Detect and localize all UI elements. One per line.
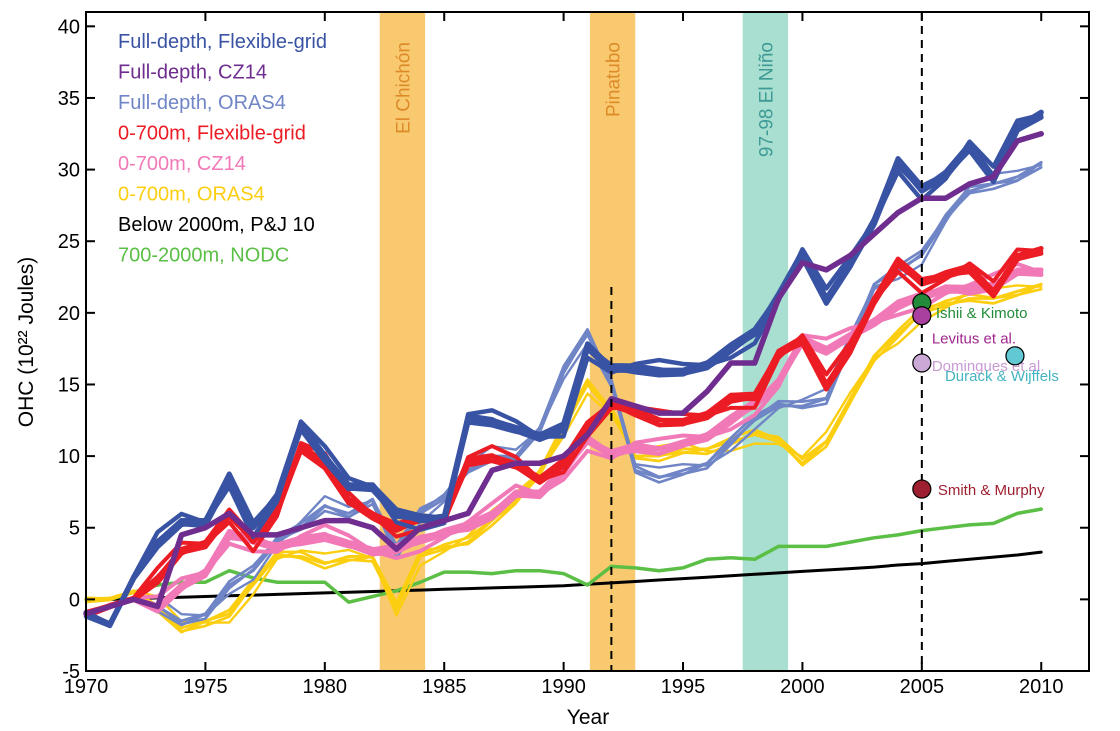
marker-durack-wijffels: [1005, 346, 1025, 366]
marker-levitus-et-al: [912, 306, 932, 326]
series-line-full-depth-oras4-1: [84, 161, 1043, 627]
plot-frame: [85, 11, 1090, 672]
y-tick-label-5: 5: [69, 518, 80, 540]
y-tick-label--5: -5: [62, 661, 80, 683]
event-bands: El Chichón Pinatubo 97-98 El Niño: [379, 12, 789, 671]
y-axis-title: OHC (10²² Joules): [15, 257, 38, 427]
axis-ticks: 1970 1975 1980 1985 1990 1995 2000 2005 2010-505…: [58, 12, 1089, 698]
marker-domingues-et-al: [912, 353, 932, 373]
y-tick-label-30: 30: [58, 160, 80, 182]
annotation-smith-murphy: Smith & Murphy: [938, 482, 1045, 499]
series-full-depth-flexible-grid: [83, 109, 1044, 629]
legend-entry-full-depth-flexible-grid: Full-depth, Flexible-grid: [118, 31, 327, 53]
x-tick-label-1990: 1990: [541, 676, 586, 698]
band-label-el-chich-n: El Chichón: [393, 42, 414, 134]
y-tick-label-25: 25: [58, 231, 80, 253]
series-below-2000m-p-j-10: [84, 550, 1043, 601]
series-line-0-700m-cz14-1: [83, 267, 1044, 615]
legend-entry-0-700m-cz14: 0-700m, CZ14: [118, 153, 246, 175]
y-tick-label-10: 10: [58, 446, 80, 468]
legend-entry-full-depth-cz14: Full-depth, CZ14: [118, 62, 267, 84]
annotation-ishii-kimoto: Ishii & Kimoto: [936, 305, 1028, 322]
annotation-levitus-et-al: Levitus et al.: [932, 331, 1016, 348]
x-tick-label-2010: 2010: [1019, 676, 1064, 698]
reference-dashed-lines: [610, 12, 923, 671]
annotation-durack-wijffels: Durack & Wijffels: [945, 368, 1059, 385]
y-tick-label-20: 20: [58, 303, 80, 325]
x-tick-label-2005: 2005: [900, 676, 945, 698]
series-line-full-depth-flexible-grid-3: [83, 112, 1044, 629]
x-tick-label-1980: 1980: [303, 676, 348, 698]
series-line-0-700m-cz14-3: [84, 261, 1044, 619]
series-line-full-depth-cz14-0: [83, 131, 1044, 617]
series-line-0-700m-cz14-2: [83, 271, 1044, 616]
legend-entry-0-700m-flexible-grid: 0-700m, Flexible-grid: [118, 123, 306, 145]
y-tick-label-0: 0: [69, 589, 80, 611]
y-tick-label-40: 40: [58, 16, 80, 38]
legend-entry-below-2000m-p-j-10: Below 2000m, P&J 10: [118, 214, 315, 236]
marker-smith-murphy: [912, 479, 932, 499]
series-line-0-700m-flexible-grid-3: [84, 247, 1044, 619]
y-tick-label-15: 15: [58, 374, 80, 396]
legend-entry-700-2000m-nodc: 700-2000m, NODC: [118, 245, 289, 267]
x-tick-label-1975: 1975: [183, 676, 228, 698]
series-lines: [83, 109, 1044, 634]
legend-entry-0-700m-oras4: 0-700m, ORAS4: [118, 184, 265, 206]
legend-entry-full-depth-oras4: Full-depth, ORAS4: [118, 92, 286, 114]
series-full-depth-cz14: [83, 131, 1044, 617]
y-tick-label-35: 35: [58, 88, 80, 110]
series-line-0-700m-cz14-0: [83, 267, 1044, 617]
x-tick-label-1985: 1985: [422, 676, 467, 698]
band-label-pinatubo: Pinatubo: [604, 42, 625, 117]
x-tick-label-2000: 2000: [780, 676, 825, 698]
x-tick-label-1970: 1970: [64, 676, 109, 698]
x-tick-label-1995: 1995: [661, 676, 706, 698]
series-line-below-2000m-p-j-10-0: [84, 550, 1043, 601]
legend: Full-depth, Flexible-grid Full-depth, CZ1…: [118, 31, 327, 267]
x-axis-title: Year: [567, 706, 609, 729]
band-pinatubo: [589, 12, 636, 671]
band-label-97-98-el-ni-o: 97-98 El Niño: [756, 42, 777, 157]
